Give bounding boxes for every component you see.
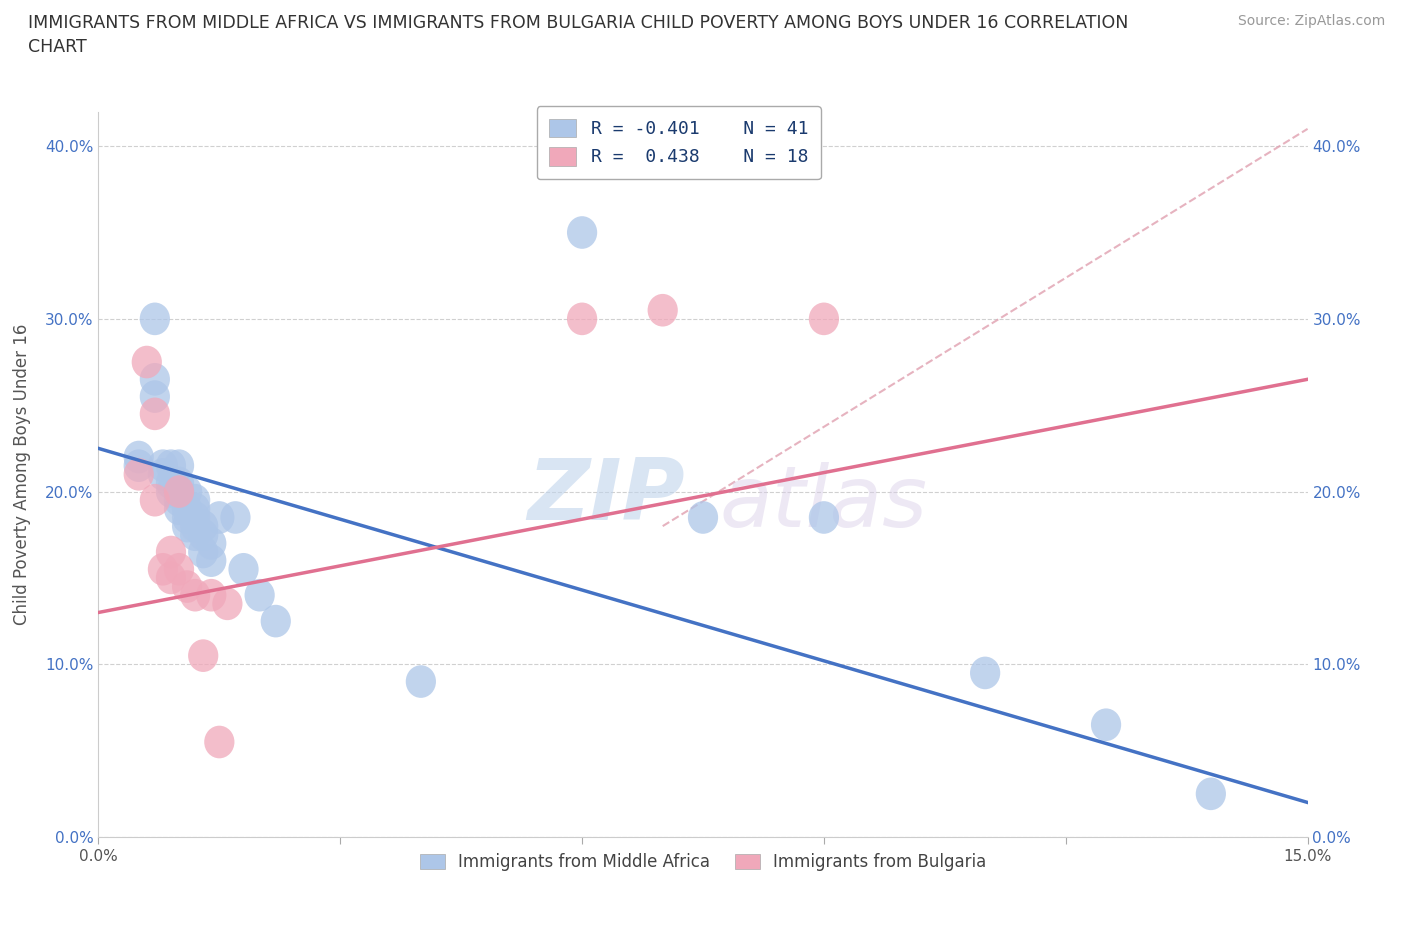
Ellipse shape (139, 363, 170, 395)
Ellipse shape (139, 484, 170, 516)
Ellipse shape (688, 501, 718, 534)
Ellipse shape (148, 553, 179, 586)
Ellipse shape (156, 536, 186, 568)
Ellipse shape (970, 657, 1000, 689)
Ellipse shape (808, 302, 839, 335)
Ellipse shape (156, 467, 186, 499)
Ellipse shape (148, 449, 179, 482)
Ellipse shape (172, 501, 202, 534)
Ellipse shape (172, 570, 202, 603)
Ellipse shape (197, 544, 226, 577)
Ellipse shape (188, 536, 218, 568)
Ellipse shape (567, 302, 598, 335)
Ellipse shape (180, 493, 211, 525)
Text: atlas: atlas (720, 462, 928, 545)
Ellipse shape (156, 562, 186, 594)
Y-axis label: Child Poverty Among Boys Under 16: Child Poverty Among Boys Under 16 (13, 324, 31, 625)
Ellipse shape (188, 639, 218, 672)
Ellipse shape (139, 397, 170, 431)
Ellipse shape (165, 475, 194, 508)
Ellipse shape (180, 484, 211, 516)
Ellipse shape (1091, 709, 1121, 741)
Ellipse shape (139, 380, 170, 413)
Text: IMMIGRANTS FROM MIDDLE AFRICA VS IMMIGRANTS FROM BULGARIA CHILD POVERTY AMONG BO: IMMIGRANTS FROM MIDDLE AFRICA VS IMMIGRA… (28, 14, 1129, 56)
Ellipse shape (165, 484, 194, 516)
Ellipse shape (245, 578, 274, 612)
Legend: Immigrants from Middle Africa, Immigrants from Bulgaria: Immigrants from Middle Africa, Immigrant… (411, 844, 995, 880)
Ellipse shape (180, 510, 211, 542)
Ellipse shape (124, 449, 153, 482)
Ellipse shape (180, 518, 211, 551)
Ellipse shape (648, 294, 678, 326)
Ellipse shape (197, 527, 226, 560)
Ellipse shape (139, 302, 170, 335)
Ellipse shape (212, 588, 242, 620)
Ellipse shape (172, 493, 202, 525)
Ellipse shape (204, 725, 235, 758)
Ellipse shape (406, 665, 436, 698)
Ellipse shape (808, 501, 839, 534)
Ellipse shape (188, 518, 218, 551)
Ellipse shape (132, 346, 162, 379)
Ellipse shape (156, 475, 186, 508)
Ellipse shape (172, 475, 202, 508)
Ellipse shape (165, 467, 194, 499)
Ellipse shape (165, 449, 194, 482)
Ellipse shape (260, 604, 291, 637)
Ellipse shape (180, 501, 211, 534)
Ellipse shape (165, 475, 194, 508)
Ellipse shape (204, 501, 235, 534)
Ellipse shape (180, 578, 211, 612)
Ellipse shape (228, 553, 259, 586)
Text: Source: ZipAtlas.com: Source: ZipAtlas.com (1237, 14, 1385, 28)
Ellipse shape (165, 493, 194, 525)
Ellipse shape (197, 578, 226, 612)
Ellipse shape (156, 449, 186, 482)
Ellipse shape (148, 458, 179, 491)
Ellipse shape (124, 458, 153, 491)
Ellipse shape (1195, 777, 1226, 810)
Ellipse shape (567, 216, 598, 249)
Ellipse shape (172, 510, 202, 542)
Ellipse shape (221, 501, 250, 534)
Ellipse shape (188, 510, 218, 542)
Text: ZIP: ZIP (527, 455, 685, 538)
Ellipse shape (165, 553, 194, 586)
Ellipse shape (124, 441, 153, 473)
